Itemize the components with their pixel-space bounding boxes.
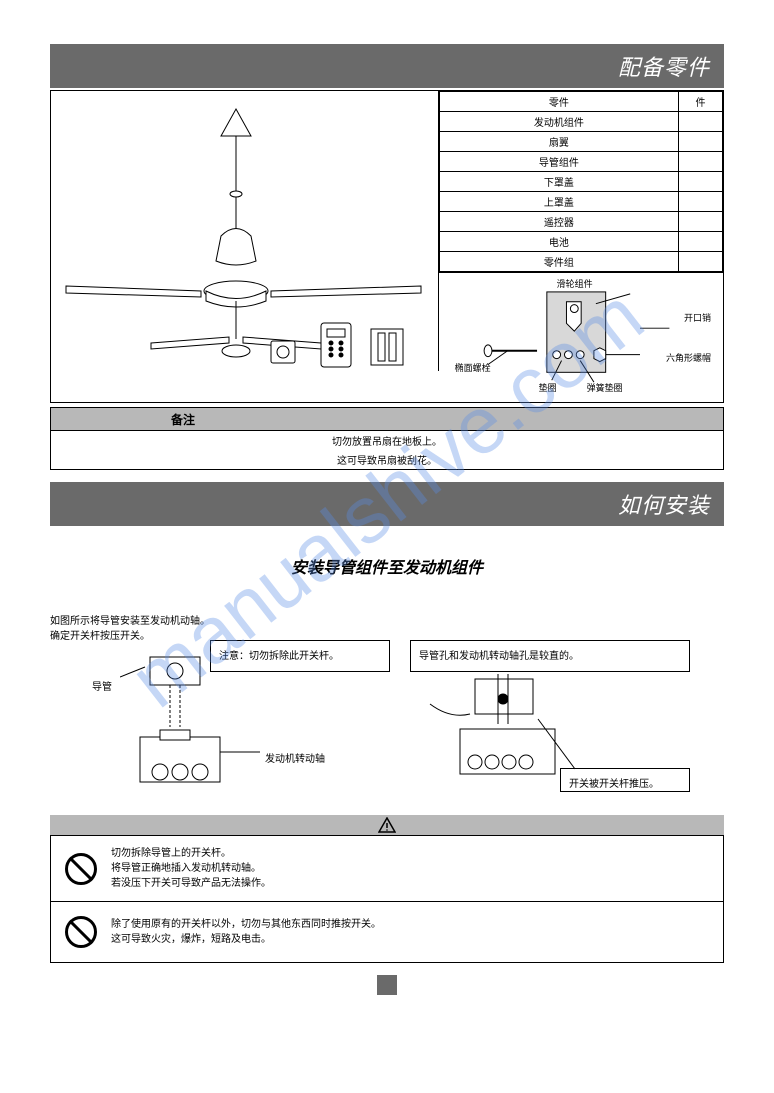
- hw-label-pulley: 滑轮组件: [557, 277, 593, 290]
- warning-stripe: [50, 815, 724, 835]
- section-title-parts: 配备零件: [50, 44, 724, 88]
- fan-exploded-diagram: [51, 91, 439, 371]
- parts-header-qty: 件: [679, 92, 723, 112]
- section-title-install: 如何安装: [50, 482, 724, 526]
- prohibit-icon: [65, 916, 97, 948]
- hardware-diagram: 滑轮组件 开口销 椭面螺栓 六角形螺帽 垫圈 弹簧垫圈: [439, 272, 723, 402]
- parts-header-name: 零件: [439, 92, 678, 112]
- warning-block: 切勿拆除导管上的开关杆。 将导管正确地插入发动机转动轴。 若没压下开关可导致产品…: [50, 835, 724, 901]
- table-row: 上罩盖: [439, 192, 678, 212]
- note-line: 切勿放置吊扇在地板上。: [51, 431, 723, 450]
- table-row: 下罩盖: [439, 172, 678, 192]
- notes-header: 备注: [51, 408, 723, 430]
- table-row: 电池: [439, 232, 678, 252]
- hw-label-bolt: 椭面螺栓: [455, 361, 491, 374]
- table-row: 导管组件: [439, 152, 678, 172]
- parts-panel: 零件件 发动机组件 扇翼 导管组件 下罩盖 上罩盖 遥控器 电池 零件组: [50, 90, 724, 403]
- label-pipe: 导管: [92, 678, 112, 693]
- warning-icon: [378, 817, 396, 833]
- parts-table: 零件件 发动机组件 扇翼 导管组件 下罩盖 上罩盖 遥控器 电池 零件组: [439, 91, 723, 272]
- warn-line: 这可导致火灾，爆炸，短路及电击。: [111, 932, 381, 947]
- install-step-diagram: 如图所示将导管安装至发动机动轴。 确定开关杆按压开关。 导管 发动机转动轴 注意…: [50, 612, 724, 807]
- table-row: 发动机组件: [439, 112, 678, 132]
- page-number-marker: [377, 975, 397, 995]
- step-intro: 确定开关杆按压开关。: [50, 627, 210, 642]
- table-row: 遥控器: [439, 212, 678, 232]
- prohibit-icon: [65, 853, 97, 885]
- table-row: 零件组: [439, 252, 678, 272]
- warn-line: 切勿拆除导管上的开关杆。: [111, 846, 271, 861]
- warn-line: 若没压下开关可导致产品无法操作。: [111, 876, 271, 891]
- callout-align: 导管孔和发动机转动轴孔是较直的。: [410, 640, 690, 672]
- warn-line: 将导管正确地插入发动机转动轴。: [111, 861, 271, 876]
- warning-block: 除了使用原有的开关杆以外，切勿与其他东西同时推按开关。 这可导致火灾，爆炸，短路…: [50, 901, 724, 963]
- install-heading: 安装导管组件至发动机组件: [50, 554, 724, 578]
- table-row: 扇翼: [439, 132, 678, 152]
- note-line: 这可导致吊扇被刮花。: [51, 450, 723, 469]
- step-intro: 如图所示将导管安装至发动机动轴。: [50, 612, 210, 627]
- hw-label-washer: 垫圈: [539, 381, 557, 394]
- hw-label-cotter: 开口销: [684, 311, 711, 324]
- warn-line: 除了使用原有的开关杆以外，切勿与其他东西同时推按开关。: [111, 917, 381, 932]
- hw-label-hex: 六角形螺帽: [666, 351, 711, 364]
- hw-label-spring: 弹簧垫圈: [587, 381, 623, 394]
